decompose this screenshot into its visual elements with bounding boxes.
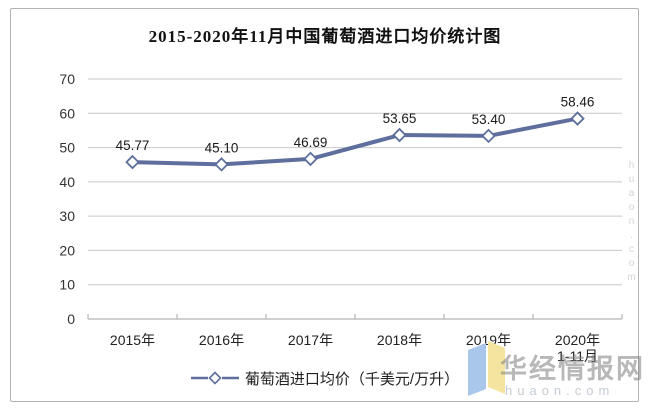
data-label: 53.40 bbox=[472, 112, 506, 127]
data-label: 45.77 bbox=[116, 138, 150, 153]
y-tick-label: 10 bbox=[59, 277, 75, 293]
data-point-marker bbox=[481, 128, 496, 144]
huaon-logo-icon bbox=[468, 341, 505, 396]
series-line bbox=[130, 116, 580, 167]
y-tick-label: 60 bbox=[59, 105, 75, 121]
data-label: 53.65 bbox=[383, 111, 417, 126]
watermark-brand-cn: 华经情报网 bbox=[500, 354, 645, 384]
legend-label: 葡萄酒进口均价（千美元/万升） bbox=[244, 370, 460, 388]
data-point-marker bbox=[303, 151, 318, 167]
legend-marker-icon bbox=[190, 371, 239, 385]
data-point-marker bbox=[214, 157, 229, 172]
data-point-marker bbox=[570, 111, 585, 126]
data-point-marker bbox=[125, 154, 140, 170]
x-tick-label: 2018年 bbox=[377, 332, 422, 348]
y-tick-label: 50 bbox=[59, 140, 75, 156]
y-tick-label: 0 bbox=[67, 311, 75, 327]
data-label: 46.69 bbox=[294, 135, 328, 150]
chart-title: 2015-2020年11月中国葡萄酒进口均价统计图 bbox=[148, 27, 502, 46]
y-tick-label: 40 bbox=[59, 174, 75, 190]
figure-border bbox=[10, 8, 639, 402]
y-tick-label: 30 bbox=[59, 208, 75, 224]
x-tick-label: 2015年 bbox=[110, 332, 155, 348]
x-tick-label: 2017年 bbox=[288, 332, 333, 348]
y-tick-label: 70 bbox=[59, 71, 75, 87]
watermark-side-text: huaon.com bbox=[626, 160, 637, 286]
x-tick-label: 2019年 bbox=[466, 332, 511, 348]
y-tick-label: 20 bbox=[59, 242, 75, 258]
x-tick-label: 2016年 bbox=[199, 332, 244, 348]
x-tick-label: 2020年 bbox=[555, 332, 600, 348]
data-label: 58.46 bbox=[561, 95, 595, 110]
x-tick-label: 1-11月 bbox=[557, 348, 598, 364]
data-label: 45.10 bbox=[205, 140, 239, 155]
watermark-brand-en: huaon.com bbox=[505, 383, 615, 398]
legend: 葡萄酒进口均价（千美元/万升） bbox=[0, 367, 650, 389]
data-point-marker bbox=[392, 127, 407, 143]
